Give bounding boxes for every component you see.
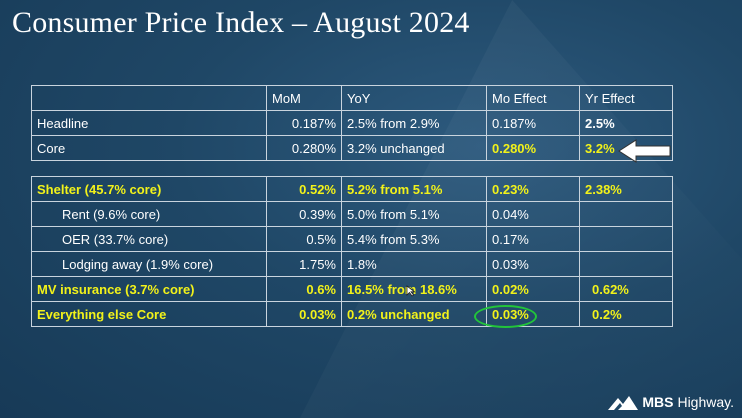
- components-table: Shelter (45.7% core) 0.52% 5.2% from 5.1…: [31, 176, 673, 327]
- table-row: Rent (9.6% core) 0.39% 5.0% from 5.1% 0.…: [31, 201, 673, 227]
- yoy-cell: 16.5% from 18.6%: [341, 276, 487, 302]
- pointer-arrow-icon: [618, 139, 671, 163]
- table-row: Headline 0.187% 2.5% from 2.9% 0.187% 2.…: [31, 110, 673, 136]
- table-header-row: MoM YoY Mo Effect Yr Effect: [31, 85, 673, 111]
- yoy-cell: 5.4% from 5.3%: [341, 226, 487, 252]
- header-yoy: YoY: [341, 85, 487, 111]
- yr-effect-cell: 0.62%: [579, 276, 673, 302]
- header-yr-effect: Yr Effect: [579, 85, 673, 111]
- row-label: Rent (9.6% core): [31, 201, 267, 227]
- mom-cell: 0.52%: [266, 176, 342, 202]
- row-label: Headline: [31, 110, 267, 136]
- row-label: Everything else Core: [31, 301, 267, 327]
- mom-cell: 0.187%: [266, 110, 342, 136]
- header-mom: MoM: [266, 85, 342, 111]
- summary-table: MoM YoY Mo Effect Yr Effect Headline 0.1…: [31, 85, 673, 161]
- mo-effect-cell: 0.03%: [486, 251, 580, 277]
- mo-effect-cell: 0.23%: [486, 176, 580, 202]
- row-label: MV insurance (3.7% core): [31, 276, 267, 302]
- yr-effect-cell: [579, 251, 673, 277]
- highlight-circle: [474, 305, 537, 328]
- logo-brand: MBS: [642, 394, 674, 410]
- yoy-cell: 1.8%: [341, 251, 487, 277]
- yr-effect-cell: 2.5%: [579, 110, 673, 136]
- mo-effect-cell: 0.04%: [486, 201, 580, 227]
- header-mo-effect: Mo Effect: [486, 85, 580, 111]
- yoy-cell: 0.2% unchanged: [341, 301, 487, 327]
- mo-effect-cell: 0.02%: [486, 276, 580, 302]
- table-row: Everything else Core 0.03% 0.2% unchange…: [31, 301, 673, 327]
- yoy-cell: 2.5% from 2.9%: [341, 110, 487, 136]
- yoy-cell: 5.0% from 5.1%: [341, 201, 487, 227]
- yr-effect-cell: [579, 201, 673, 227]
- mountain-icon: [608, 396, 639, 410]
- table-row: MV insurance (3.7% core) 0.6% 16.5% from…: [31, 276, 673, 302]
- page-title: Consumer Price Index – August 2024: [12, 6, 470, 39]
- mom-cell: 0.280%: [266, 135, 342, 161]
- row-label: Shelter (45.7% core): [31, 176, 267, 202]
- table-row: Shelter (45.7% core) 0.52% 5.2% from 5.1…: [31, 176, 673, 202]
- mbs-highway-logo: MBS Highway.: [608, 394, 734, 410]
- table-row: OER (33.7% core) 0.5% 5.4% from 5.3% 0.1…: [31, 226, 673, 252]
- table-row: Lodging away (1.9% core) 1.75% 1.8% 0.03…: [31, 251, 673, 277]
- yoy-cell: 5.2% from 5.1%: [341, 176, 487, 202]
- yr-effect-cell: 2.38%: [579, 176, 673, 202]
- row-label: Core: [31, 135, 267, 161]
- row-label: Lodging away (1.9% core): [31, 251, 267, 277]
- yoy-cell: 3.2% unchanged: [341, 135, 487, 161]
- mo-effect-cell: 0.187%: [486, 110, 580, 136]
- yr-effect-cell: [579, 226, 673, 252]
- table-row: Core 0.280% 3.2% unchanged 0.280% 3.2%: [31, 135, 673, 161]
- mouse-cursor-icon: [406, 285, 416, 297]
- mom-cell: 1.75%: [266, 251, 342, 277]
- mo-effect-cell: 0.17%: [486, 226, 580, 252]
- yr-effect-cell: 0.2%: [579, 301, 673, 327]
- mom-cell: 0.39%: [266, 201, 342, 227]
- mom-cell: 0.5%: [266, 226, 342, 252]
- mo-effect-cell: 0.280%: [486, 135, 580, 161]
- mom-cell: 0.6%: [266, 276, 342, 302]
- header-cell: [31, 85, 267, 111]
- mom-cell: 0.03%: [266, 301, 342, 327]
- logo-name: Highway.: [677, 394, 734, 410]
- row-label: OER (33.7% core): [31, 226, 267, 252]
